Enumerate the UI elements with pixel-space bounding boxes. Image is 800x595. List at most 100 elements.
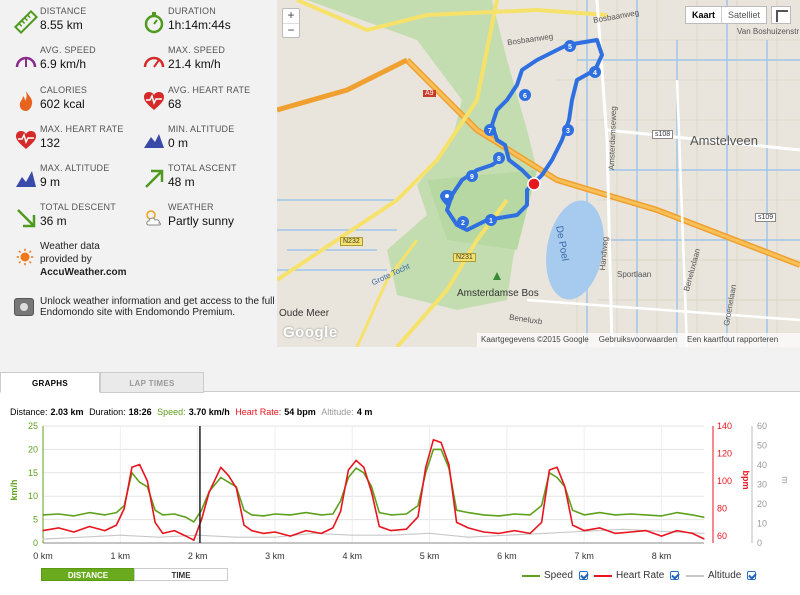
x-axis-distance-button[interactable]: DISTANCE: [41, 568, 135, 581]
road-shield-n232: N232: [340, 237, 363, 246]
stat-label: TOTAL DESCENT: [40, 202, 116, 212]
series-altitude-point: [660, 530, 663, 532]
series-speed-point: [289, 514, 291, 516]
series-speed-point: [73, 515, 75, 517]
series-heart-rate-point: [456, 521, 458, 523]
checkbox-icon[interactable]: [747, 571, 757, 580]
series-speed-point: [104, 514, 106, 516]
legend-heart-rate[interactable]: Heart Rate: [594, 570, 680, 581]
zoom-in-button[interactable]: +: [287, 8, 295, 22]
tab-graphs[interactable]: GRAPHS: [0, 372, 100, 393]
map-label-street: Van Boshuizenstr: [737, 27, 800, 36]
route-map[interactable]: 1 2 3 4 5 6 7 8 9 Amstelveen Amsterdamse…: [277, 0, 800, 347]
legend-label: Heart Rate: [616, 570, 665, 581]
readout-duration-value: 18:26: [128, 407, 152, 417]
x-tick-label: 2 km: [188, 551, 208, 561]
x-tick-label: 0 km: [33, 551, 53, 561]
series-speed-point: [220, 476, 222, 479]
road-shield-a9: A9: [423, 90, 436, 97]
series-heart-rate-point: [235, 487, 237, 489]
series-speed-point: [417, 505, 419, 507]
stat-label: MAX. SPEED: [168, 45, 226, 55]
x-axis-time-button[interactable]: TIME: [134, 568, 228, 581]
road-shield-s109: s109: [755, 213, 777, 222]
map-canvas: 1 2 3 4 5 6 7 8 9: [277, 0, 800, 347]
series-speed-point: [498, 515, 500, 517]
readout-distance-value: 2.03 km: [50, 407, 84, 417]
y-tick-label-speed: 5: [33, 515, 38, 525]
series-altitude-point: [506, 534, 508, 536]
route-marker-5: 5: [568, 44, 572, 51]
series-speed: [42, 448, 705, 523]
series-heart-rate-point: [572, 524, 574, 526]
y-tick-label-speed: 15: [28, 468, 38, 478]
checkbox-icon[interactable]: [578, 571, 588, 580]
series-altitude-point: [274, 536, 276, 538]
series-heart-rate-point: [200, 519, 203, 521]
arrow-down-right-icon: [17, 209, 36, 228]
route-marker-3: 3: [566, 128, 570, 135]
series-altitude-point: [42, 538, 44, 540]
series-heart-rate-point: [425, 466, 427, 468]
terms-link[interactable]: Gebruiksvoorwaarden: [598, 335, 678, 344]
stat-value: 8.55 km: [40, 18, 83, 32]
series-heart-rate-point: [630, 531, 632, 533]
series-heart-rate-point: [73, 531, 75, 533]
stat-value: 68: [168, 97, 182, 111]
series-heart-rate-point: [440, 441, 442, 444]
workout-chart[interactable]: 0 5 10 15 20 25 60 80 100 120 140 0 10 20 30 40 50 60 0 km…: [0, 420, 800, 565]
series-heart-rate-point: [104, 530, 106, 532]
fullscreen-button[interactable]: [771, 6, 791, 24]
stat-value: 132: [40, 136, 61, 150]
stat-value: 6.9 km/h: [40, 57, 87, 71]
tab-lap-times[interactable]: LAP TIMES: [100, 372, 204, 393]
series-speed-point: [583, 514, 585, 516]
map-label-town: Amstelveen: [690, 133, 758, 148]
y-tick-label-speed: 20: [28, 444, 38, 454]
report-error-link[interactable]: Een kaartfout rapporteren: [687, 335, 779, 344]
y-tick-label-altitude: 50: [757, 441, 767, 451]
map-label-park: Amsterdamse Bos: [457, 288, 539, 299]
map-label-street: Sportlaan: [617, 270, 652, 279]
series-altitude-point: [622, 528, 624, 530]
series-speed-point: [185, 516, 187, 518]
readout-hr-value: 54 bpm: [284, 407, 316, 417]
legend-altitude[interactable]: Altitude: [686, 570, 757, 581]
legend-speed[interactable]: Speed: [522, 570, 588, 581]
checkbox-icon[interactable]: [670, 571, 680, 580]
stat-value: Partly sunny: [168, 214, 235, 228]
readout-alt-value: 4 m: [356, 407, 373, 417]
series-heart-rate-point: [529, 532, 531, 534]
readout-duration-label: Duration:: [89, 407, 126, 417]
series-heart-rate-point: [660, 535, 663, 537]
accuweather-link[interactable]: AccuWeather.com: [40, 267, 127, 278]
stat-label: DISTANCE: [40, 6, 87, 16]
y-tick-label-heart-rate: 80: [717, 504, 727, 514]
sun-icon: [16, 248, 34, 266]
x-tick-label: 4 km: [342, 551, 362, 561]
series-speed-point: [440, 448, 442, 450]
series-speed-point: [243, 509, 245, 511]
premium-icon: [14, 298, 34, 316]
legend-swatch: [686, 574, 704, 577]
series-speed-point: [251, 514, 253, 516]
arrow-up-right-icon: [145, 169, 164, 188]
map-type-toggle: Kaart Satelliet: [685, 6, 768, 24]
x-tick-label: 1 km: [111, 551, 131, 561]
series-heart-rate-point: [305, 530, 307, 532]
map-type-map-button[interactable]: Kaart: [692, 10, 716, 20]
stat-label: AVG. SPEED: [40, 45, 96, 55]
series-speed-point: [676, 512, 678, 514]
series-heart-rate-point: [57, 527, 60, 529]
series-heart-rate-point: [498, 532, 500, 534]
series-speed-point: [660, 515, 663, 517]
zoom-out-button[interactable]: −: [283, 23, 299, 37]
series-heart-rate-point: [405, 528, 407, 530]
series-speed-point: [332, 513, 334, 515]
series-heart-rate-point: [514, 530, 516, 532]
premium-promo-text: Unlock weather information and get acces…: [40, 296, 275, 318]
series-altitude-point: [428, 532, 431, 534]
map-type-satellite-button[interactable]: Satelliet: [721, 7, 766, 23]
series-heart-rate-point: [146, 480, 148, 482]
series-heart-rate-point: [548, 469, 551, 471]
